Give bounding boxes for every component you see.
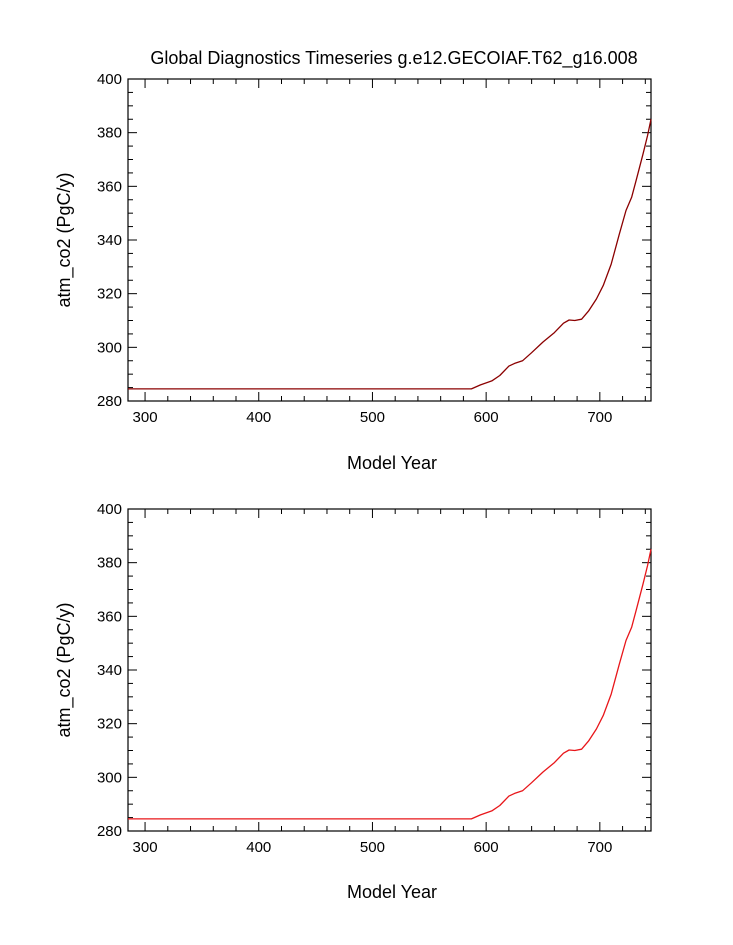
chart-title: Global Diagnostics Timeseries g.e12.GECO… [150,48,637,69]
y-tick-label: 400 [97,71,122,88]
x-tick-label: 500 [360,409,385,426]
x-tick-label: 700 [587,839,612,856]
x-tick-label: 500 [360,839,385,856]
plot-frame [127,508,652,832]
y-axis-label: atm_co2 (PgC/y) [54,172,75,307]
x-tick-label: 300 [133,409,158,426]
series-layer [128,119,652,390]
series-line [128,119,652,390]
series-layer [128,549,652,820]
series-line [128,549,652,820]
y-tick-label: 320 [97,716,122,733]
x-tick-label: 700 [587,409,612,426]
plot-frame [127,78,652,402]
y-tick-label: 380 [97,555,122,572]
y-tick-label: 340 [97,232,122,249]
y-tick-label: 380 [97,125,122,142]
tick-labels-layer: 300 400 500 600 700 280 300 320 340 360 380 400 [97,501,612,856]
x-tick-label: 300 [133,839,158,856]
y-tick-label: 280 [97,823,122,840]
x-tick-label: 600 [474,409,499,426]
y-tick-label: 300 [97,339,122,356]
ticks-layer [128,78,651,402]
y-axis-label: atm_co2 (PgC/y) [54,602,75,737]
y-tick-label: 320 [97,286,122,303]
x-axis-label: Model Year [347,453,437,473]
chart-top: 300 400 500 600 700 280 300 320 340 360 380 400 Mod… [54,71,652,473]
x-tick-label: 400 [246,839,271,856]
tick-labels-layer: 300 400 500 600 700 280 300 320 340 360 380 400 [97,71,612,426]
x-axis-label: Model Year [347,882,437,902]
y-tick-label: 360 [97,178,122,195]
y-tick-label: 360 [97,608,122,625]
x-tick-label: 600 [474,839,499,856]
y-tick-label: 340 [97,662,122,679]
chart-bottom: 300 400 500 600 700 280 300 320 340 360 380 400 Mod… [54,501,652,902]
y-tick-label: 280 [97,393,122,410]
y-tick-label: 300 [97,769,122,786]
x-tick-label: 400 [246,409,271,426]
y-tick-label: 400 [97,501,122,518]
ticks-layer [128,508,651,832]
